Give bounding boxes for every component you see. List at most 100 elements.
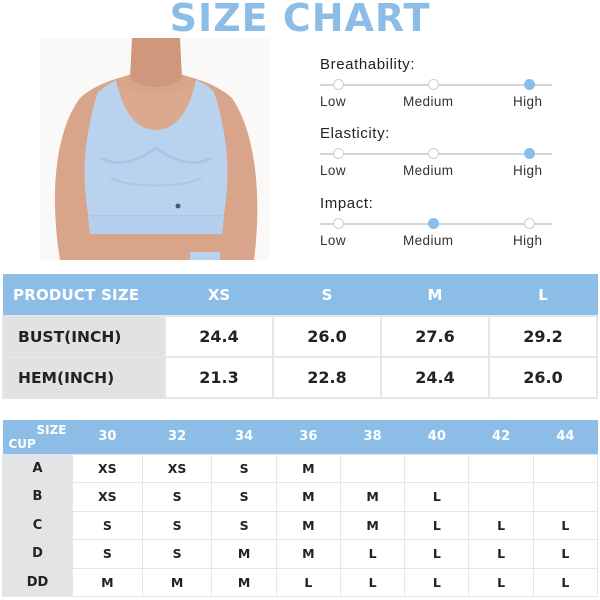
hem-row-label: HEM(INCH) bbox=[2, 356, 166, 399]
breathability-label-medium: Medium bbox=[403, 94, 454, 109]
size-col-header: XS bbox=[165, 274, 274, 316]
table-cell: S bbox=[72, 510, 143, 540]
table-cell: XS bbox=[72, 453, 143, 483]
table-cell: S bbox=[211, 453, 277, 483]
size-col-header: L bbox=[489, 274, 598, 316]
table-cell: XS bbox=[72, 482, 143, 512]
table-cell: L bbox=[404, 482, 470, 512]
table-cell bbox=[468, 482, 534, 512]
table-cell: 26.0 bbox=[272, 315, 382, 358]
impact-track bbox=[320, 217, 552, 231]
table-cell: M bbox=[275, 482, 341, 512]
impact-dot-high bbox=[523, 218, 535, 229]
elasticity-label-low: Low bbox=[320, 163, 346, 178]
band-col-header: 42 bbox=[468, 420, 534, 454]
elasticity-scale: Elasticity: Low Medium High bbox=[320, 125, 552, 181]
impact-title: Impact: bbox=[320, 195, 374, 212]
table-cell: L bbox=[275, 567, 341, 597]
table-cell: M bbox=[339, 482, 406, 512]
elasticity-label-medium: Medium bbox=[403, 163, 454, 178]
breathability-dot-medium bbox=[427, 79, 439, 90]
impact-label-low: Low bbox=[320, 233, 346, 248]
table-cell: 21.3 bbox=[164, 356, 274, 399]
table-cell: L bbox=[532, 510, 599, 540]
breathability-title: Breathability: bbox=[320, 56, 416, 73]
product-size-header: PRODUCT SIZE bbox=[3, 274, 166, 316]
table-row: C S S S M M L L L bbox=[2, 510, 599, 540]
table-cell: 24.4 bbox=[164, 315, 274, 358]
table-cell: 27.6 bbox=[380, 315, 490, 358]
cup-row-label: A bbox=[2, 453, 73, 483]
band-col-header: 44 bbox=[533, 420, 598, 454]
size-corner-label: SIZE bbox=[36, 423, 67, 437]
size-col-header: S bbox=[273, 274, 382, 316]
breathability-dot-low bbox=[332, 79, 344, 90]
elasticity-dot-high bbox=[523, 148, 535, 159]
breathability-label-high: High bbox=[513, 94, 543, 109]
impact-dot-low bbox=[332, 218, 344, 229]
table-cell: 24.4 bbox=[380, 356, 490, 399]
table-header-row: PRODUCT SIZE XS S M L bbox=[3, 274, 598, 316]
table-cell: M bbox=[72, 567, 143, 597]
band-col-header: 34 bbox=[211, 420, 277, 454]
table-row: D S S M M L L L L bbox=[2, 539, 599, 569]
table-cell: S bbox=[211, 510, 277, 540]
band-col-header: 30 bbox=[72, 420, 143, 454]
cup-corner-label: CUP bbox=[8, 436, 36, 451]
table-row: DD M M M L L L L L bbox=[2, 567, 599, 597]
table-cell: L bbox=[339, 567, 406, 597]
band-col-header: 40 bbox=[404, 420, 469, 454]
bust-row-label: BUST(INCH) bbox=[2, 315, 166, 358]
table-cell: M bbox=[211, 539, 277, 569]
table-cell bbox=[468, 453, 534, 483]
impact-label-high: High bbox=[513, 233, 543, 248]
cup-row-label: B bbox=[2, 482, 73, 512]
elasticity-dot-low bbox=[332, 148, 344, 159]
band-col-header: 36 bbox=[276, 420, 341, 454]
table-row: HEM(INCH) 21.3 22.8 24.4 26.0 bbox=[2, 356, 598, 399]
table-cell: XS bbox=[141, 453, 213, 483]
band-col-header: 38 bbox=[340, 420, 405, 454]
impact-label-medium: Medium bbox=[403, 233, 454, 248]
table-cell: L bbox=[468, 510, 534, 540]
table-cell: L bbox=[339, 539, 406, 569]
breathability-track bbox=[320, 78, 552, 92]
product-size-table: PRODUCT SIZE XS S M L BUST(INCH) 24.4 26… bbox=[2, 274, 598, 399]
table-cell: M bbox=[275, 539, 341, 569]
cup-row-label: DD bbox=[2, 567, 73, 597]
table-cell: L bbox=[468, 567, 534, 597]
table-cell: L bbox=[404, 539, 470, 569]
table-cell: S bbox=[141, 510, 213, 540]
table-cell: L bbox=[532, 567, 599, 597]
elasticity-label-high: High bbox=[513, 163, 543, 178]
table-cell: 26.0 bbox=[488, 356, 598, 399]
cup-row-label: D bbox=[2, 539, 73, 569]
size-cup-corner: SIZE CUP bbox=[2, 420, 73, 454]
table-cell: L bbox=[468, 539, 534, 569]
table-cell: L bbox=[404, 510, 470, 540]
impact-scale: Impact: Low Medium High bbox=[320, 195, 552, 251]
table-cell: S bbox=[141, 539, 213, 569]
table-cell: L bbox=[532, 539, 599, 569]
table-cell: M bbox=[339, 510, 406, 540]
product-photo bbox=[40, 38, 270, 260]
breathability-scale: Breathability: Low Medium High bbox=[320, 56, 552, 112]
elasticity-dot-medium bbox=[427, 148, 439, 159]
page-title: SIZE CHART bbox=[169, 0, 431, 40]
table-header-row: SIZE CUP 30 32 34 36 38 40 42 44 bbox=[2, 420, 598, 454]
impact-dot-medium bbox=[427, 218, 439, 229]
breathability-label-low: Low bbox=[320, 94, 346, 109]
table-cell: S bbox=[141, 482, 213, 512]
table-cell: 29.2 bbox=[488, 315, 598, 358]
band-col-header: 32 bbox=[142, 420, 212, 454]
table-cell: L bbox=[404, 567, 470, 597]
table-cell bbox=[532, 453, 599, 483]
table-cell: S bbox=[211, 482, 277, 512]
table-cell: M bbox=[211, 567, 277, 597]
table-cell: M bbox=[141, 567, 213, 597]
table-cell: 22.8 bbox=[272, 356, 382, 399]
cup-size-table: SIZE CUP 30 32 34 36 38 40 42 44 A XS XS… bbox=[2, 420, 599, 597]
table-row: BUST(INCH) 24.4 26.0 27.6 29.2 bbox=[2, 315, 598, 358]
breathability-dot-high bbox=[523, 79, 535, 90]
table-row: A XS XS S M bbox=[2, 453, 599, 483]
